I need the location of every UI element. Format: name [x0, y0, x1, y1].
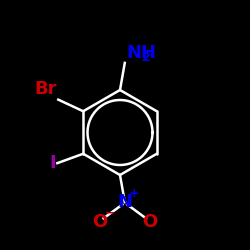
Text: O: O [142, 213, 158, 231]
Text: NH: NH [126, 44, 156, 62]
Text: 2: 2 [142, 51, 150, 64]
Text: +: + [129, 187, 140, 200]
Text: O: O [92, 213, 108, 231]
Text: I: I [50, 154, 56, 172]
Text: −: − [104, 206, 115, 219]
Text: Br: Br [34, 80, 57, 98]
Text: N: N [117, 193, 132, 211]
